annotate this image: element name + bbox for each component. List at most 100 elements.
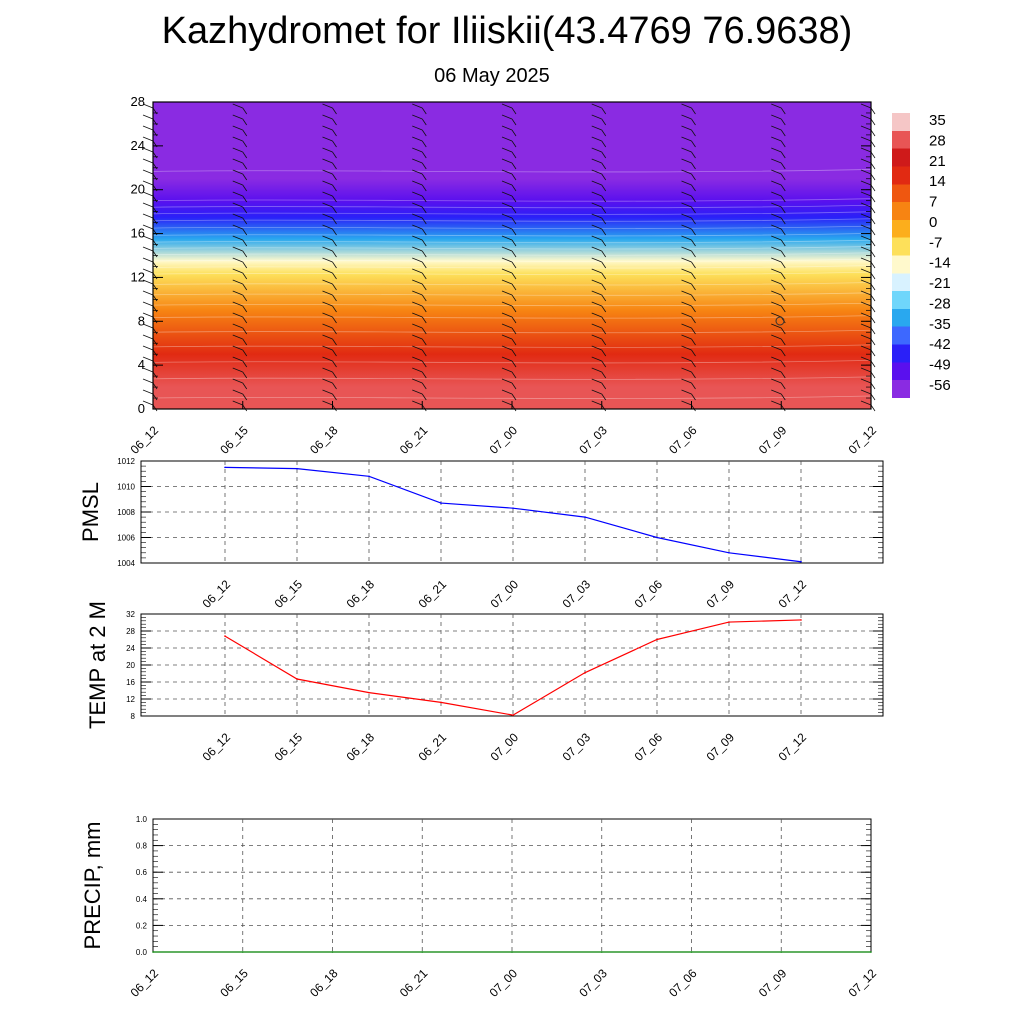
wind-barb-flag [322,147,333,153]
wind-barb-shaft [511,349,517,357]
wind-barb-shaft [691,162,696,170]
wind-barb-shaft [870,338,876,346]
isotherm-line [152,329,872,334]
wind-barb-shaft [152,239,158,247]
wind-barb-flag [412,367,423,373]
wind-barb-shaft [780,294,786,302]
wind-barb-shaft [332,217,337,225]
wind-barb-flag [412,257,423,263]
wind-barb-shaft [511,140,517,148]
wind-barb-shaft [421,184,427,192]
wind-barb-shaft [511,316,517,324]
wind-barb-flag [142,103,154,109]
x-tick-label: 07_00 [487,423,521,457]
wind-barb-shaft [332,250,337,258]
wind-barb-flag [322,400,333,406]
wind-barb-flag [142,334,154,340]
colorbar-label: -35 [929,316,951,333]
wind-barb-shaft [691,305,696,313]
wind-barb-flag [771,268,782,274]
wind-barb-flag [232,235,243,241]
data-point [870,951,872,953]
x-tick-label: 07_09 [756,966,790,1000]
wind-barb-shaft [691,349,696,357]
precip-panel: 0.0 0.2 0.4 0.6 0.8 1.0 06_12 06_15 06_18 06_21 07… [80,815,879,1000]
wind-barb-shaft [601,228,607,236]
wind-barb-flag [142,125,154,131]
wind-barb-shaft [421,228,427,236]
wind-barb-flag [142,290,154,296]
wind-barb-flag [860,169,872,175]
wind-barb-flag [591,224,602,230]
y-tick-label: 8 [131,712,136,721]
wind-barb-shaft [332,327,337,335]
wind-barb-flag [412,191,423,197]
wind-barb-flag [412,290,423,296]
wind-barb-shaft [242,107,248,115]
wind-barb-flag [860,367,872,373]
wind-barb-shaft [242,316,248,324]
wind-barb-flag [412,279,423,285]
wind-barb-flag [771,125,782,131]
x-tick-label: 07_06 [632,577,666,611]
wind-barb-flag [142,356,154,362]
wind-barb-flag [142,400,154,406]
data-point [224,635,226,637]
wind-barb-shaft [332,283,337,291]
wind-barb-flag [860,279,872,285]
wind-barb-shaft [691,393,696,401]
wind-barb-flag [591,400,602,406]
x-tick-label: 07_03 [560,730,594,764]
wind-barb-flag [322,268,333,274]
wind-barb-shaft [152,217,158,225]
wind-barb-flag [142,224,154,230]
wind-barb-shaft [870,129,876,137]
isotherm-line [152,360,872,364]
wind-barb-shaft [242,173,248,181]
wind-barb-flag [771,103,782,109]
wind-barb-shaft [332,173,337,181]
wind-barb-flag [591,235,602,241]
wind-barb-shaft [601,327,607,335]
wind-barb-shaft [780,184,786,192]
x-tick-label: 06_15 [217,966,251,1000]
wind-barb-flag [771,257,782,263]
wind-barb-flag [322,235,333,241]
wind-barb-shaft [691,151,696,159]
wind-barb-shaft [421,371,427,379]
wind-barb-flag [591,125,602,131]
wind-barb-shaft [691,283,696,291]
wind-barb-shaft [511,272,517,280]
wind-barb-flag [771,323,782,329]
wind-barb-flag [322,224,333,230]
wind-barb-shaft [691,404,696,412]
wind-barb-flag [681,235,692,241]
wind-barb-flag [681,389,692,395]
wind-barb-shaft [421,360,427,368]
wind-barb-shaft [152,305,158,313]
wind-barb-flag [232,103,243,109]
y-tick-label: 28 [126,627,135,636]
wind-barb-flag [860,180,872,186]
wind-barb-flag [232,268,243,274]
x-tick-label: 06_15 [272,577,306,611]
wind-barb-flag [681,323,692,329]
wind-barb-flag [142,301,154,307]
wind-barb-flag [591,136,602,142]
wind-barb-shaft [421,393,427,401]
wind-barb-flag [591,312,602,318]
x-tick-label: 07_09 [704,730,738,764]
y-axis-label: PRECIP, mm [80,822,105,950]
wind-barb-flag [322,213,333,219]
wind-barb-flag [501,235,513,241]
wind-barb-flag [860,235,872,241]
wind-barb-flag [771,345,782,351]
isotherm-line [152,282,872,286]
wind-barb-flag [232,213,243,219]
data-point [656,536,658,539]
wind-barb-flag [591,169,602,175]
y-tick-label: 16 [126,678,135,687]
data-point [600,951,603,953]
wind-barb-flag [771,202,782,208]
wind-barb-flag [412,323,423,329]
